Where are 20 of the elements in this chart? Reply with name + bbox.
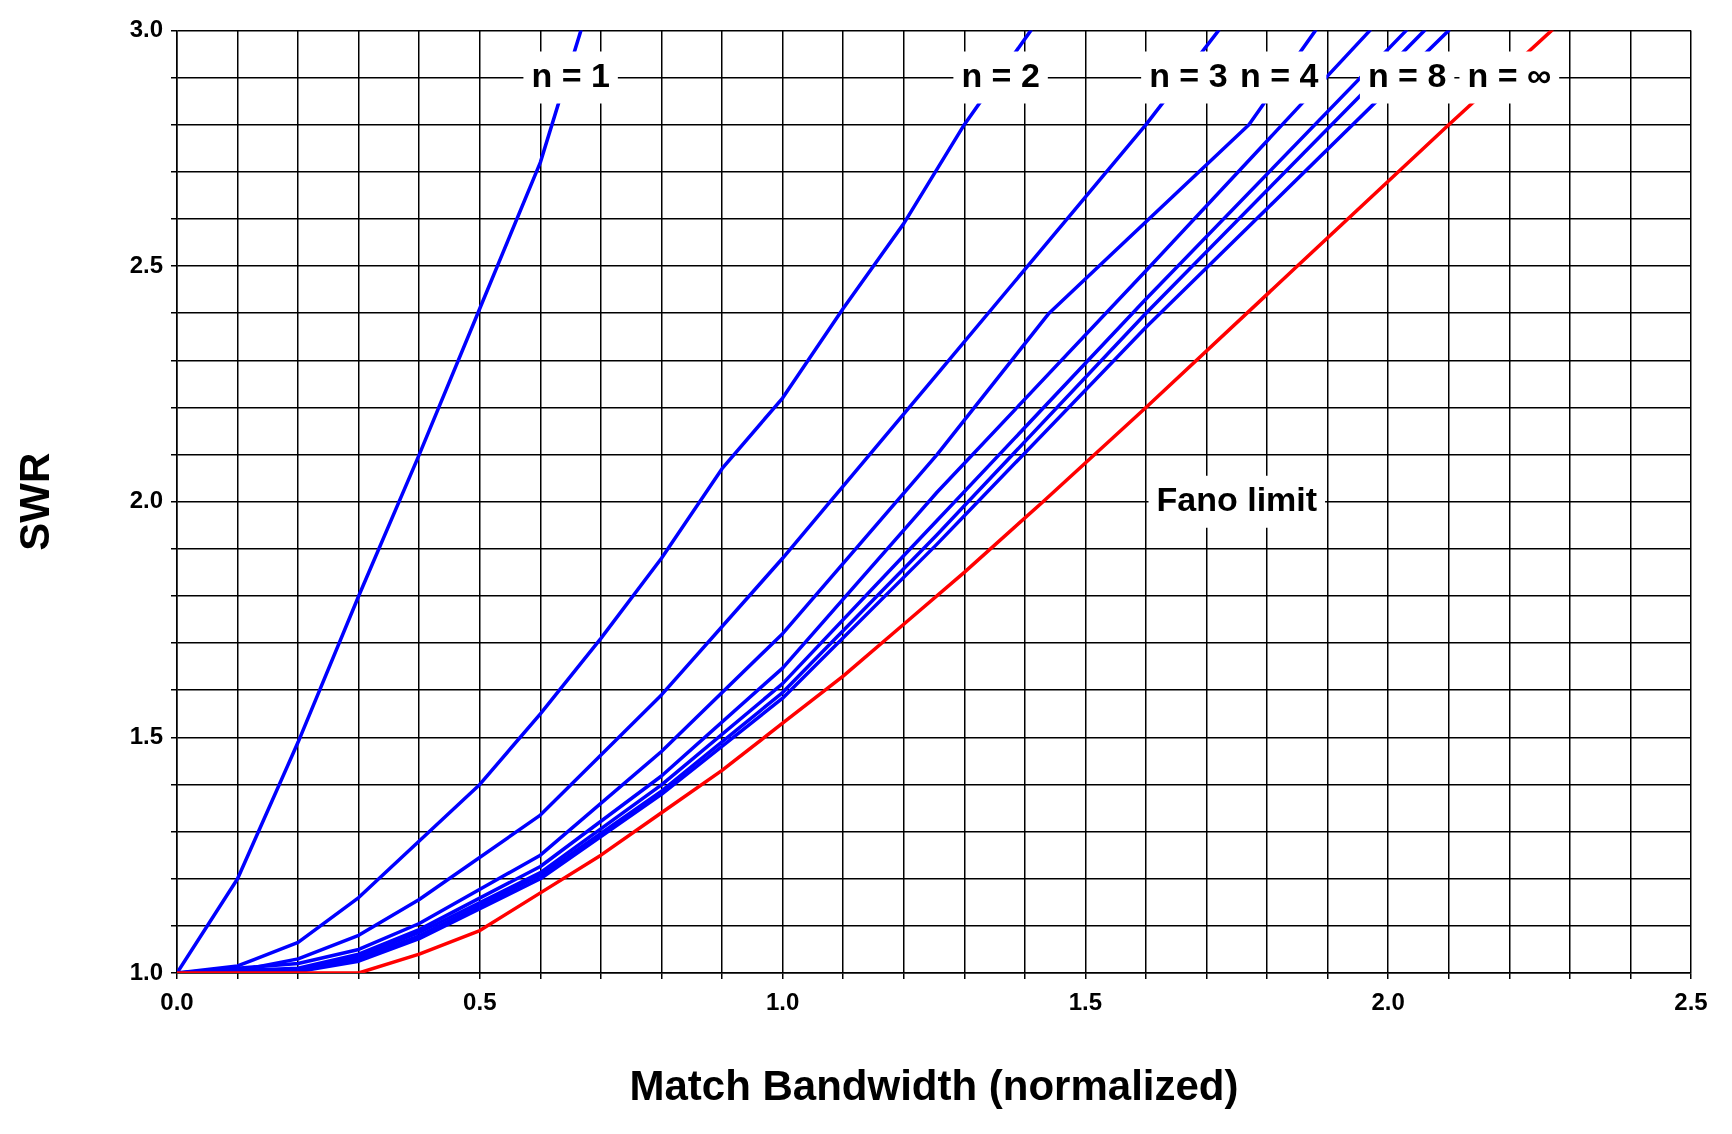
x-tick-label: 2.0	[1371, 988, 1405, 1016]
y-tick-label: 2.0	[129, 486, 163, 514]
x-tick-label: 0.5	[463, 988, 497, 1016]
annotation: Fano limit	[1156, 480, 1318, 519]
annotation: n = 2	[961, 55, 1040, 94]
y-tick-label: 1.0	[129, 957, 163, 985]
annotation: n = ∞	[1467, 55, 1552, 94]
x-tick-label: 1.0	[765, 988, 800, 1016]
x-tick-label: 0.0	[160, 988, 194, 1016]
x-axis-title: Match Bandwidth (normalized)	[629, 1062, 1239, 1110]
annotation: n = 1	[531, 55, 610, 94]
annotation: n = 4	[1239, 55, 1319, 94]
y-axis-title: SWR	[10, 452, 58, 551]
x-tick-label: 2.5	[1674, 988, 1708, 1016]
annotation: n = 8	[1367, 55, 1447, 94]
annotation: n = 3	[1149, 55, 1228, 94]
x-tick-label: 1.5	[1068, 988, 1103, 1016]
y-tick-label: 3.0	[129, 15, 163, 43]
y-tick-label: 1.5	[129, 721, 163, 749]
y-tick-label: 2.5	[129, 250, 163, 278]
